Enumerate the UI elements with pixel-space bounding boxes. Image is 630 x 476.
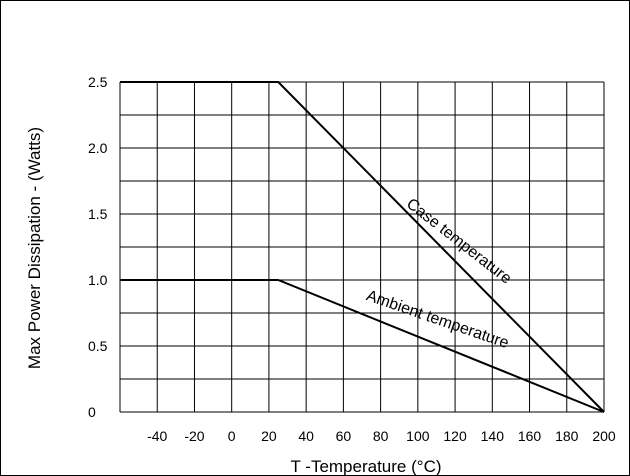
x-tick-label: 100 bbox=[406, 428, 430, 444]
x-tick-label: -20 bbox=[184, 428, 204, 444]
x-tick-label: 60 bbox=[336, 428, 352, 444]
y-tick-label: 0 bbox=[88, 404, 96, 420]
series bbox=[120, 81, 605, 413]
tick-labels: -40 -20 0 20 40 60 80 100 120 140 160 180 200 0 0.5 1.0… bbox=[88, 74, 616, 444]
x-tick-label: 40 bbox=[298, 428, 314, 444]
x-axis-title: T -Temperature (°C) bbox=[290, 457, 441, 476]
y-tick-label: 0.5 bbox=[88, 338, 108, 354]
series-line-case-temperature bbox=[120, 81, 605, 413]
x-tick-label: 80 bbox=[373, 428, 389, 444]
x-tick-label: -40 bbox=[147, 428, 167, 444]
ambient-temperature-label: Ambient temperature bbox=[364, 287, 511, 352]
x-tick-label: 180 bbox=[555, 428, 579, 444]
series-line-ambient-temperature bbox=[120, 279, 605, 413]
y-tick-label: 2.0 bbox=[88, 140, 108, 156]
y-tick-label: 2.5 bbox=[88, 74, 108, 90]
x-tick-label: 160 bbox=[518, 428, 542, 444]
x-tick-label: 20 bbox=[261, 428, 277, 444]
y-tick-label: 1.0 bbox=[88, 272, 108, 288]
y-axis-title: Max Power Dissipation - (Watts) bbox=[25, 127, 44, 369]
case-temperature-label: Case temperature bbox=[403, 195, 514, 287]
y-tick-label: 1.5 bbox=[88, 206, 108, 222]
x-tick-label: 0 bbox=[228, 428, 236, 444]
x-tick-label: 140 bbox=[481, 428, 505, 444]
x-tick-label: 120 bbox=[443, 428, 467, 444]
grid bbox=[119, 81, 605, 413]
x-tick-label: 200 bbox=[592, 428, 616, 444]
